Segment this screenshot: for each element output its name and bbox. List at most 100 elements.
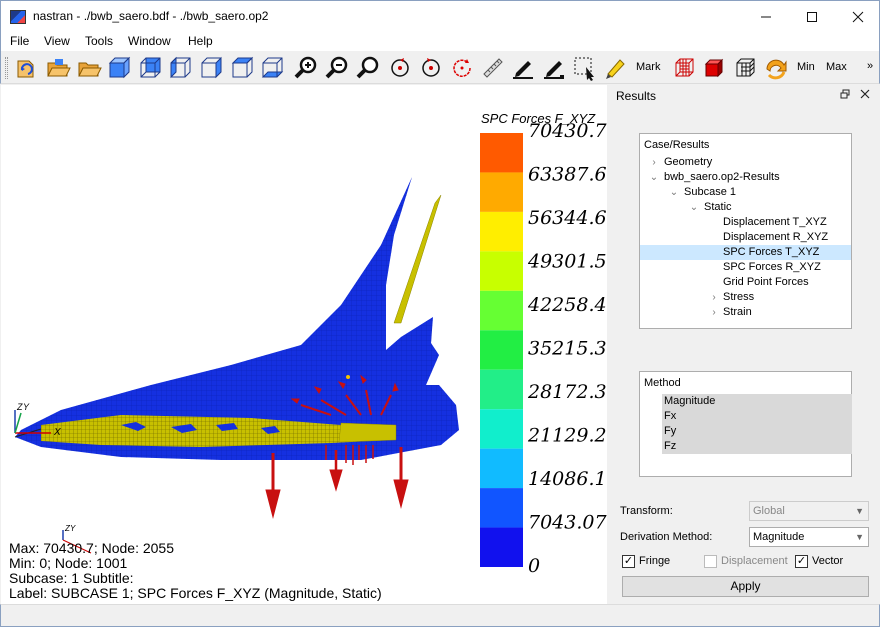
- transform-select[interactable]: Global ▼: [749, 501, 869, 521]
- axis-z-label: Z: [16, 402, 23, 412]
- mark-button[interactable]: Mark: [636, 61, 661, 73]
- model-render[interactable]: Z Y X Z Y SPC Forces F_XYZ 70430.7 63387.…: [1, 85, 607, 604]
- open-button[interactable]: [45, 55, 71, 81]
- derivation-value: Magnitude: [753, 531, 805, 543]
- wireframe-button[interactable]: [671, 55, 697, 81]
- chevron-right-icon[interactable]: ›: [712, 307, 716, 318]
- tree-item[interactable]: › Strain: [640, 305, 851, 320]
- highlighter-icon: [606, 59, 625, 79]
- tree-item-label: Strain: [723, 306, 752, 318]
- front-view-icon: [108, 56, 131, 79]
- float-icon: [840, 89, 850, 99]
- axis-x-label: X: [53, 427, 61, 438]
- rotate-ccw-button[interactable]: [418, 55, 444, 81]
- svg-text:Z: Z: [64, 524, 71, 533]
- zoom-out-button[interactable]: [324, 55, 350, 81]
- method-item-fy[interactable]: Fy: [662, 424, 852, 439]
- reload-button[interactable]: [13, 55, 39, 81]
- eraser-icon: [544, 61, 564, 79]
- chevron-down-icon[interactable]: ⌄: [689, 202, 699, 213]
- min-button[interactable]: Min: [797, 61, 815, 73]
- toolbar-overflow-button[interactable]: »: [867, 60, 874, 72]
- vector-checkbox[interactable]: ✓: [795, 555, 808, 568]
- zoom-in-button[interactable]: [293, 55, 319, 81]
- legend-swatch: [480, 448, 523, 489]
- tree-item-label: Subcase 1: [684, 186, 736, 198]
- panel-float-button[interactable]: [840, 89, 850, 102]
- rotate-icon: [453, 59, 471, 77]
- displacement-checkbox[interactable]: [704, 555, 717, 568]
- method-item-magnitude[interactable]: Magnitude: [662, 394, 852, 409]
- chevron-right-icon[interactable]: ›: [712, 292, 716, 303]
- derivation-select[interactable]: Magnitude ▼: [749, 527, 869, 547]
- transform-label: Transform:: [620, 505, 673, 517]
- close-icon: [852, 11, 864, 23]
- tree-item[interactable]: ⌄ Subcase 1: [640, 185, 851, 200]
- back-view-button[interactable]: [137, 55, 163, 81]
- menu-bar: File View Tools Window Help: [0, 32, 880, 51]
- chevron-down-icon[interactable]: ⌄: [669, 187, 679, 198]
- menu-help[interactable]: Help: [188, 34, 213, 48]
- left-view-icon: [170, 56, 191, 79]
- highlight-button[interactable]: [603, 55, 629, 81]
- tree-item[interactable]: Displacement T_XYZ: [640, 215, 851, 230]
- front-view-button[interactable]: [106, 55, 132, 81]
- top-view-icon: [231, 56, 254, 78]
- measure-button[interactable]: [480, 55, 506, 81]
- rotate-cw-button[interactable]: [387, 55, 413, 81]
- zoom-button[interactable]: [355, 55, 381, 81]
- menu-file[interactable]: File: [10, 34, 30, 48]
- svg-text:Y: Y: [70, 524, 76, 533]
- tree-item[interactable]: Grid Point Forces: [640, 275, 851, 290]
- solid-button[interactable]: [701, 55, 727, 81]
- chevron-right-icon[interactable]: ›: [652, 157, 656, 168]
- 3d-viewport[interactable]: Z Y X Z Y SPC Forces F_XYZ 70430.7 63387.…: [1, 85, 607, 604]
- method-item-fx[interactable]: Fx: [662, 409, 852, 424]
- tree-item[interactable]: ⌄ Static: [640, 200, 851, 215]
- legend-swatch: [480, 133, 523, 173]
- right-view-button[interactable]: [198, 55, 224, 81]
- menu-tools[interactable]: Tools: [85, 34, 114, 48]
- mesh-button[interactable]: [732, 55, 758, 81]
- close-button[interactable]: [835, 1, 880, 32]
- eraser-button[interactable]: [541, 55, 567, 81]
- tree-item[interactable]: › Stress: [640, 290, 851, 305]
- pencil-button[interactable]: [510, 55, 536, 81]
- legend-color-bar: [480, 133, 523, 567]
- legend-labels: 70430.7 63387.6 56344.6 49301.5 42258.4 35215…: [527, 120, 607, 577]
- left-view-button[interactable]: [167, 55, 193, 81]
- tree-item[interactable]: Displacement R_XYZ: [640, 230, 851, 245]
- tree-item[interactable]: SPC Forces R_XYZ: [640, 260, 851, 275]
- tree-item-label: Displacement T_XYZ: [723, 216, 827, 228]
- apply-button[interactable]: Apply: [622, 576, 869, 597]
- animate-icon: [766, 59, 787, 80]
- tree-item[interactable]: ⌄ bwb_saero.op2-Results: [640, 170, 851, 185]
- rotate-button[interactable]: [449, 55, 475, 81]
- chevron-down-icon[interactable]: ⌄: [649, 172, 659, 183]
- app-icon: [10, 10, 26, 24]
- method-item-fz[interactable]: Fz: [662, 439, 852, 454]
- open-results-button[interactable]: [76, 55, 102, 81]
- top-view-button[interactable]: [229, 55, 255, 81]
- area-pick-icon: [574, 57, 594, 81]
- panel-title: Results: [616, 89, 657, 103]
- zoom-in-icon: [294, 56, 317, 79]
- fringe-checkbox[interactable]: ✓: [622, 555, 635, 568]
- menu-view[interactable]: View: [44, 34, 70, 48]
- legend-swatch: [480, 251, 523, 291]
- animate-button[interactable]: [763, 55, 789, 81]
- area-pick-button[interactable]: [572, 55, 598, 81]
- maximize-button[interactable]: [789, 1, 835, 32]
- results-tree[interactable]: Case/Results › Geometry ⌄ bwb_saero.op2-Res…: [639, 133, 852, 329]
- bottom-view-button[interactable]: [259, 55, 285, 81]
- check-icon: ✓: [623, 555, 634, 567]
- tree-item[interactable]: › Geometry: [640, 155, 851, 170]
- zoom-out-icon: [325, 56, 348, 79]
- method-list[interactable]: Method Magnitude Fx Fy Fz: [639, 371, 852, 477]
- max-button[interactable]: Max: [826, 61, 847, 73]
- panel-close-button[interactable]: [860, 87, 870, 102]
- minimize-button[interactable]: [743, 1, 789, 32]
- tree-item[interactable]: SPC Forces T_XYZ: [640, 245, 851, 260]
- toolbar-grip[interactable]: [5, 57, 8, 79]
- menu-window[interactable]: Window: [128, 34, 171, 48]
